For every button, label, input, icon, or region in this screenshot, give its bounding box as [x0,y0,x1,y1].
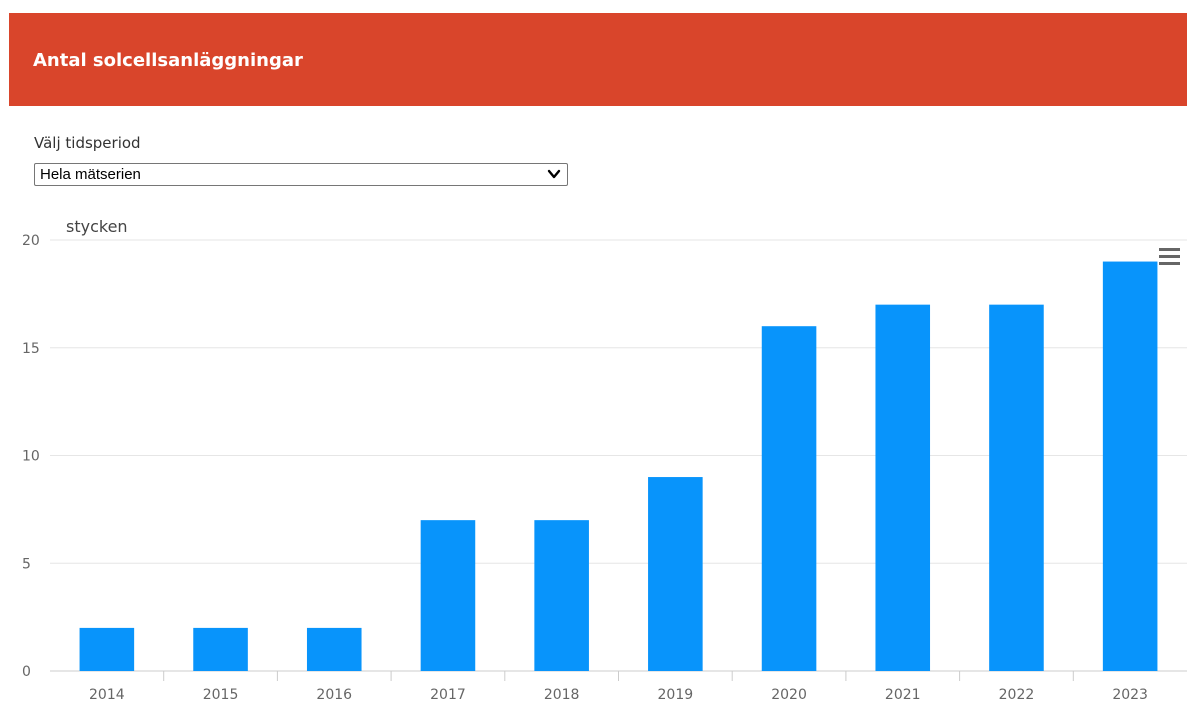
panel-title: Antal solcellsanläggningar [33,50,303,71]
bar-2019[interactable] [648,477,703,671]
bar-2023[interactable] [1102,261,1158,671]
bar-2015[interactable] [193,627,248,671]
period-select-value: Hela mätserien [40,166,141,183]
bar-2018[interactable] [534,520,589,671]
bar-2016[interactable] [306,627,362,671]
x-tick-label: 2022 [999,687,1035,703]
hamburger-menu-icon[interactable] [1155,246,1185,270]
y-tick-label: 5 [22,556,31,572]
bar-2014[interactable] [79,627,135,671]
bar-2020[interactable] [761,326,817,671]
bar-2017[interactable] [420,520,476,671]
x-tick-label: 2018 [544,687,580,703]
chevron-down-icon [547,169,561,179]
x-tick-label: 2015 [203,687,239,703]
x-tick-label: 2014 [89,687,125,703]
x-tick-label: 2021 [885,687,921,703]
y-tick-label: 0 [22,664,31,680]
y-tick-label: 20 [22,233,40,249]
period-select[interactable]: Hela mätserien [34,163,568,186]
x-tick-label: 2016 [316,687,352,703]
x-tick-label: 2017 [430,687,466,703]
bar-2021[interactable] [875,304,931,671]
y-tick-label: 10 [22,449,40,465]
y-tick-label: 15 [22,341,40,357]
period-label: Välj tidsperiod [34,134,141,152]
x-tick-label: 2019 [658,687,694,703]
x-tick-label: 2023 [1112,687,1148,703]
bar-2022[interactable] [989,304,1044,671]
y-axis-unit: stycken [66,217,128,236]
panel-header: Antal solcellsanläggningar [9,13,1187,106]
x-tick-label: 2020 [771,687,807,703]
